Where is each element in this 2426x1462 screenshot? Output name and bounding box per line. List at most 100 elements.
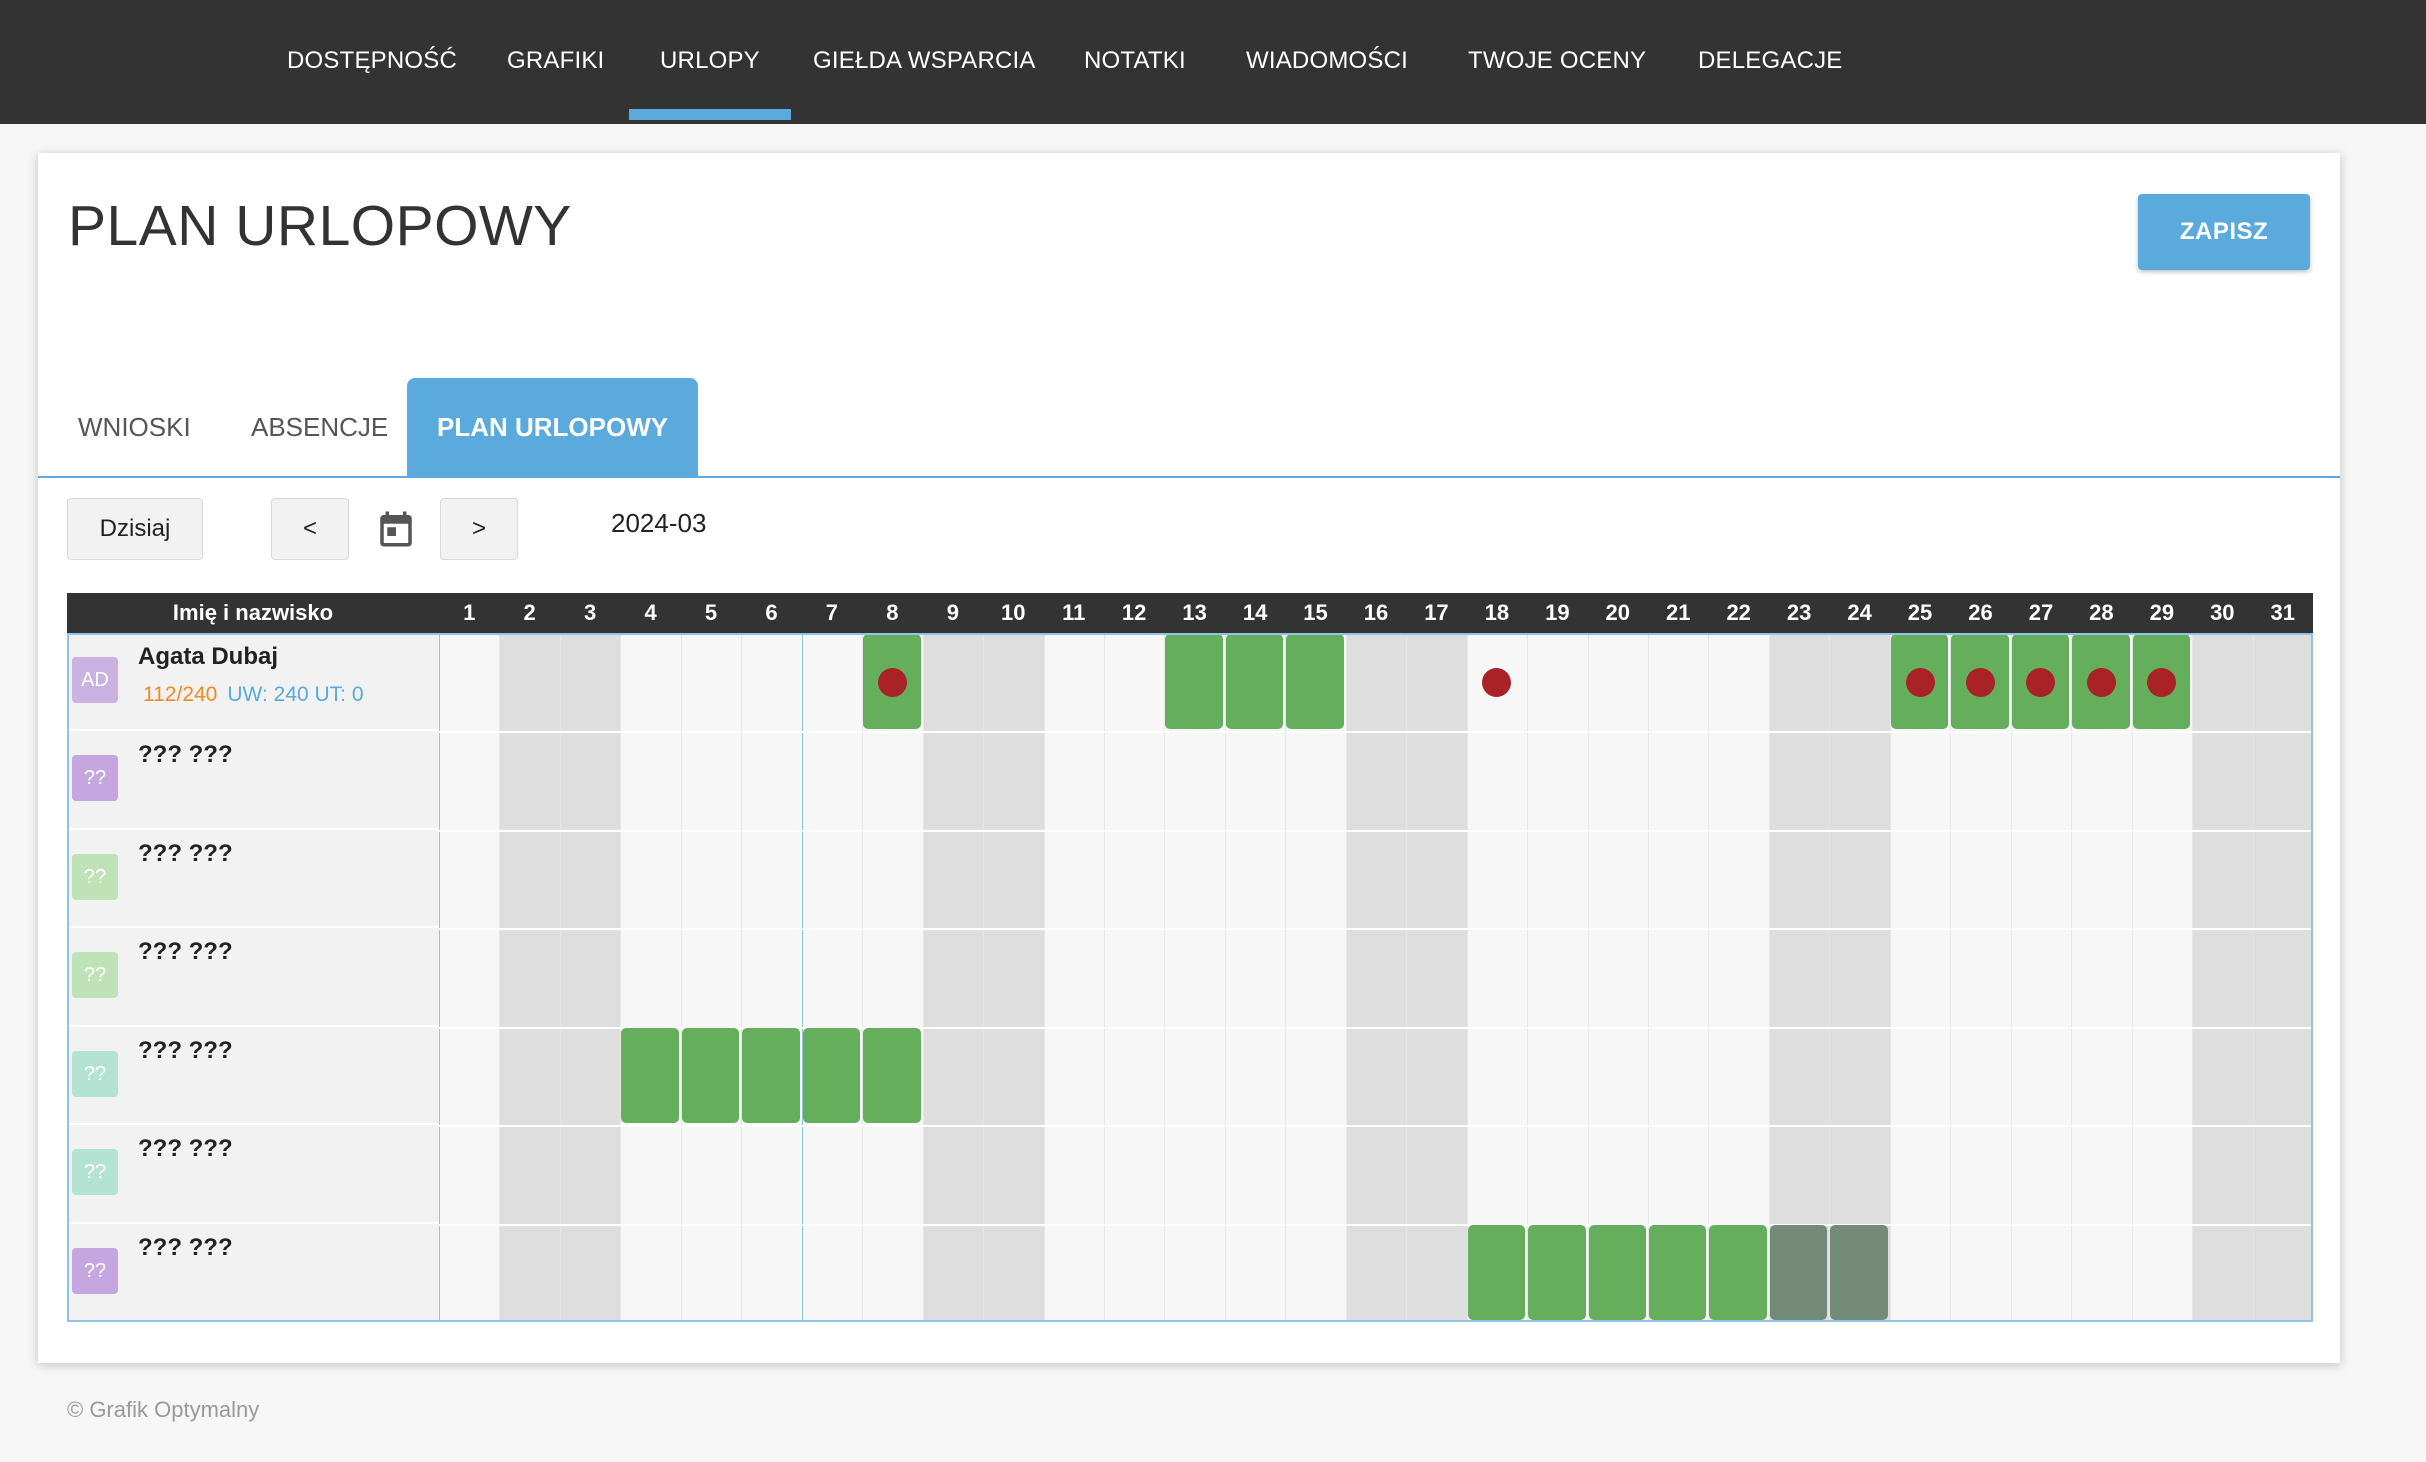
holiday-dot [1482,667,1512,697]
employee-name: ??? ??? [138,741,233,769]
leave-block[interactable] [1165,634,1223,730]
top-navigation: DOSTĘPNOŚĆ GRAFIKI URLOPY GIEŁDA WSPARCI… [0,0,2426,124]
leave-block[interactable] [742,1027,800,1124]
employee-name-cell[interactable]: ?? ??? ??? [67,1026,439,1126]
day-column [439,633,500,1322]
save-button[interactable]: ZAPISZ [2138,194,2310,270]
day-column [922,633,984,1322]
avatar: AD [72,657,118,703]
day-column [1829,633,1890,1322]
day-column [1103,633,1165,1322]
day-column [1406,633,1467,1322]
employee-name-cell[interactable]: ?? ??? ??? [67,731,439,830]
leave-block-pending[interactable] [1830,1224,1888,1320]
day-header: 31 [2270,600,2295,625]
day-column [1466,633,1528,1322]
hours-balance: 112/240 [143,683,218,706]
day-header: 28 [2089,600,2114,625]
day-column [559,633,621,1322]
employee-name-cell[interactable]: ?? ??? ??? [67,1125,439,1224]
tab-plan-urlopowy[interactable]: PLAN URLOPOWY [407,378,699,477]
avatar: ?? [72,952,118,999]
day-header: 19 [1545,600,1570,625]
employee-name-cell[interactable]: ?? ??? ??? [67,928,439,1027]
tab-absencje[interactable]: ABSENCJE [251,412,389,442]
day-header: 9 [946,600,959,625]
leave-block[interactable] [621,1027,679,1124]
leave-block[interactable] [1467,1224,1526,1320]
day-column [1527,633,1588,1322]
leave-block[interactable] [681,1027,740,1124]
nav-item-twoje-oceny[interactable]: TWOJE OCENY [1468,47,1647,74]
nav-item-grafiki[interactable]: GRAFIKI [507,47,605,74]
day-header: 24 [1847,600,1872,625]
day-column [620,633,681,1322]
nav-item-dostepnosc[interactable]: DOSTĘPNOŚĆ [287,47,458,74]
tab-wnioski[interactable]: WNIOSKI [78,412,191,442]
day-column [680,633,742,1322]
leave-plan-grid: Imię i nazwisko 1 2 3 4 5 6 7 8 9 10 11 12 13 14 15 16 1… [67,593,2313,1322]
nav-item-urlopy[interactable]: URLOPY [629,0,791,124]
nav-item-notatki[interactable]: NOTATKI [1084,47,1186,74]
nav-item-gielda-wsparcia[interactable]: GIEŁDA WSPARCIA [813,47,1036,74]
holiday-dot [1905,667,1935,697]
day-column [741,633,802,1322]
day-column [2131,633,2193,1322]
day-header: 16 [1363,600,1389,625]
employee-name: Agata Dubaj [138,643,279,670]
leave-block[interactable] [1286,634,1344,730]
employee-name-cell[interactable]: ?? ??? ??? [67,829,439,929]
day-header: 26 [1968,600,1993,625]
day-column [862,633,923,1322]
leave-block[interactable] [802,1027,861,1124]
leave-block[interactable] [1225,634,1284,730]
row-separator [439,829,2313,832]
day-column [1285,633,1346,1322]
holiday-dot [1966,667,1996,697]
employee-name: ??? ??? [138,1036,233,1064]
day-header: 8 [886,600,899,625]
day-header: 1 [463,600,476,625]
day-header: 10 [1001,600,1026,625]
leave-block[interactable] [1588,1224,1647,1320]
row-separator [439,731,2313,734]
day-header: 11 [1062,600,1086,625]
day-header: 12 [1121,600,1147,625]
day-header: 23 [1786,600,1812,625]
holiday-dot [2147,667,2177,697]
grid-header [67,593,2313,633]
leave-block-pending[interactable] [1769,1224,1828,1320]
day-header: 30 [2210,600,2235,625]
nav-item-wiadomosci[interactable]: WIADOMOŚCI [1246,47,1408,74]
day-header: 22 [1726,600,1751,625]
day-column [1950,633,2011,1322]
day-column [1587,633,1649,1322]
calendar-icon[interactable] [375,508,417,550]
employee-name-cell[interactable]: AD Agata Dubaj 112/240 UW: 240 UT: 0 [67,633,439,732]
day-header: 17 [1424,600,1449,625]
avatar: ?? [72,1247,118,1294]
prev-month-button[interactable]: < [271,498,349,560]
day-header: 14 [1242,600,1268,625]
next-month-button[interactable]: > [440,498,518,560]
day-column [1043,633,1104,1322]
day-header: 18 [1484,600,1510,625]
leave-block[interactable] [1649,1224,1707,1320]
row-separator [439,1026,2313,1029]
employee-name: ??? ??? [138,839,233,867]
day-column [2010,633,2072,1322]
avatar: ?? [72,1149,118,1196]
leave-block[interactable] [863,1027,921,1124]
avatar: ?? [72,1050,118,1097]
employee-name-cell[interactable]: ?? ??? ??? [67,1223,439,1322]
today-button[interactable]: Dzisiaj [67,498,203,560]
day-column [801,633,863,1322]
day-column [1889,633,1951,1322]
leave-block[interactable] [1528,1224,1586,1320]
leave-block[interactable] [1709,1224,1767,1320]
row-separator [439,1125,2313,1128]
avatar: ?? [72,853,118,900]
page-title: PLAN URLOPOWY [68,194,572,258]
day-column [499,633,560,1322]
nav-item-delegacje[interactable]: DELEGACJE [1698,47,1843,74]
